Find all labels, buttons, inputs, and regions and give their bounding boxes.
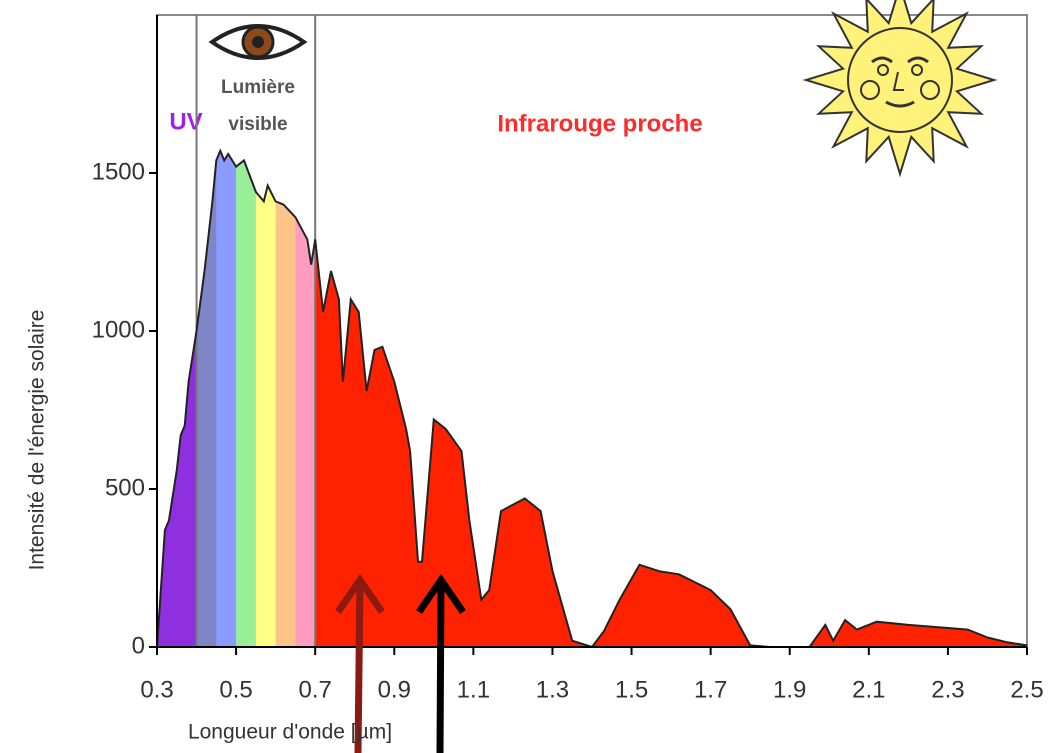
x-tick-label: 2.3 — [931, 676, 964, 703]
y-axis-label: Intensité de l'énergie solaire — [26, 310, 49, 571]
x-tick-label: 1.7 — [694, 676, 727, 703]
eye-icon — [212, 26, 304, 58]
x-tick-label: 1.1 — [457, 676, 490, 703]
arrow-black — [419, 580, 463, 753]
page: UV Lumière visible Infrarouge proche 0 500 100… — [0, 0, 1050, 753]
region-band — [236, 15, 256, 647]
y-tick-label: 0 — [132, 632, 145, 659]
x-tick-label: 1.9 — [773, 676, 806, 703]
x-tick-label: 0.3 — [140, 676, 173, 703]
x-tick-label: 1.5 — [615, 676, 648, 703]
x-tick-label: 1.3 — [536, 676, 569, 703]
x-tick-label: 0.5 — [219, 676, 252, 703]
region-band — [256, 15, 276, 647]
x-axis-label: Longueur d'onde [µm] — [188, 721, 392, 744]
x-tick-label: 0.7 — [298, 676, 331, 703]
region-label: visible — [228, 114, 287, 135]
x-tick-label: 2.1 — [852, 676, 885, 703]
x-tick-label: 2.5 — [1010, 676, 1043, 703]
chart: UV Lumière visible Infrarouge proche 0 500 100… — [0, 0, 1050, 753]
y-tick-label: 1500 — [92, 158, 145, 185]
region-band — [216, 15, 236, 647]
y-tick-label: 500 — [105, 474, 145, 501]
y-tick-label: 1000 — [92, 316, 145, 343]
sun-icon — [806, 0, 994, 174]
region-label: Infrarouge proche — [497, 110, 702, 137]
region-label: UV — [169, 108, 202, 135]
region-label: Lumière — [221, 77, 295, 98]
x-tick-label: 0.9 — [378, 676, 411, 703]
region-band — [276, 15, 296, 647]
region-band — [295, 15, 315, 647]
